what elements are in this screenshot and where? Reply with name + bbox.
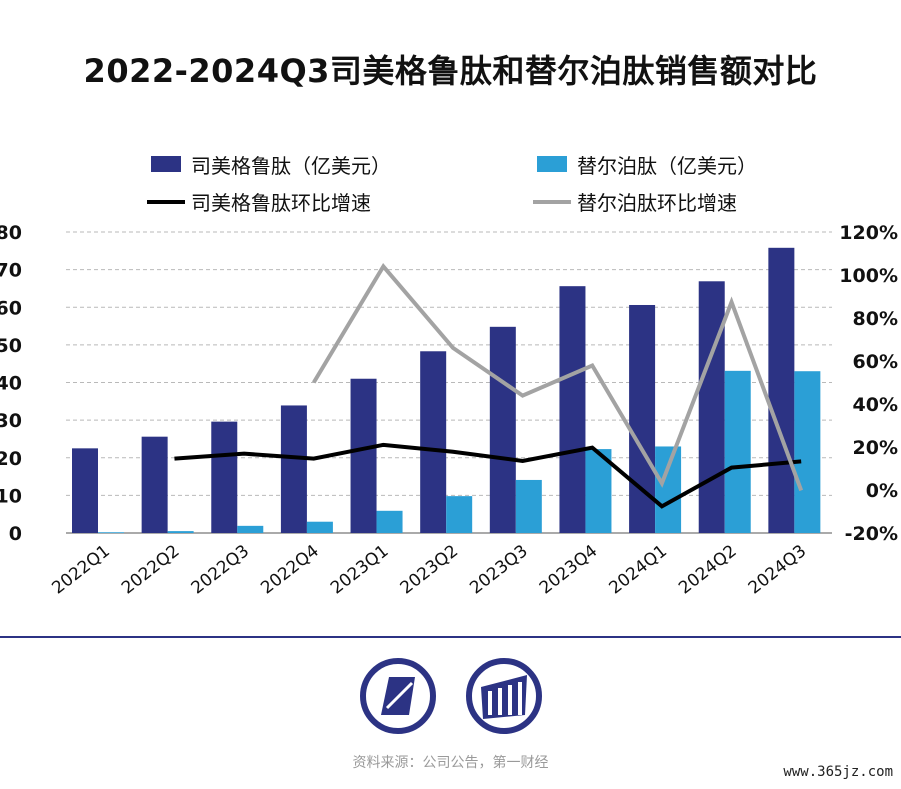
left-tick-label: 20 bbox=[0, 448, 22, 470]
right-tick-label: 0% bbox=[866, 480, 898, 502]
bar-tirzepatide bbox=[98, 532, 124, 534]
bar-tirzepatide bbox=[306, 521, 333, 533]
bar-semaglutide bbox=[559, 286, 586, 533]
x-tick-label: 2024Q3 bbox=[745, 541, 810, 598]
left-tick-label: 0 bbox=[9, 523, 22, 545]
x-tick-label: 2023Q4 bbox=[536, 541, 601, 598]
bar-tirzepatide bbox=[515, 479, 542, 533]
bar-tirzepatide bbox=[794, 371, 821, 533]
x-tick-label: 2023Q1 bbox=[327, 541, 392, 598]
x-tick-label: 2024Q2 bbox=[675, 541, 740, 598]
right-tick-label: -20% bbox=[845, 523, 898, 545]
legend-label: 替尔泊肽（亿美元） bbox=[577, 154, 757, 178]
legend-label: 司美格鲁肽环比增速 bbox=[191, 191, 371, 215]
bar-semaglutide bbox=[211, 421, 238, 533]
bar-semaglutide bbox=[280, 405, 307, 533]
bar-semaglutide bbox=[350, 378, 377, 533]
logo-right-icon bbox=[466, 658, 542, 734]
bar-tirzepatide bbox=[724, 370, 751, 533]
left-tick-label: 60 bbox=[0, 297, 22, 319]
bar-semaglutide bbox=[141, 436, 168, 533]
x-tick-label: 2023Q2 bbox=[397, 541, 462, 598]
logo-left-icon bbox=[360, 658, 436, 734]
x-tick-label: 2022Q1 bbox=[48, 541, 113, 598]
bar-tirzepatide bbox=[237, 525, 264, 533]
legend-swatch bbox=[537, 156, 567, 172]
chart: 0 10 20 30 40 50 60 70 80 -20% 0% 20% 40% 60% 80% 100% 1… bbox=[0, 154, 898, 598]
watermark: www.365jz.com bbox=[783, 764, 893, 780]
bar-tirzepatide bbox=[655, 446, 682, 533]
right-tick-label: 100% bbox=[839, 265, 898, 287]
left-tick-label: 10 bbox=[0, 485, 22, 507]
right-tick-label: 120% bbox=[839, 222, 898, 244]
bar-semaglutide bbox=[420, 351, 447, 533]
source-note: 资料来源：公司公告，第一财经 bbox=[352, 755, 549, 771]
bar-tirzepatide bbox=[446, 496, 473, 533]
bar-tirzepatide bbox=[585, 449, 612, 533]
x-tick-label: 2022Q4 bbox=[257, 541, 322, 598]
x-tick-label: 2024Q1 bbox=[606, 541, 671, 598]
right-tick-label: 60% bbox=[853, 351, 898, 373]
right-tick-label: 80% bbox=[853, 308, 898, 330]
chart-title: 2022-2024Q3司美格鲁肽和替尔泊肽销售额对比 bbox=[83, 52, 818, 90]
legend-label: 替尔泊肽环比增速 bbox=[577, 191, 737, 215]
bar-semaglutide bbox=[698, 281, 725, 533]
left-tick-label: 80 bbox=[0, 222, 22, 244]
bar-semaglutide bbox=[768, 247, 795, 534]
legend-swatch bbox=[151, 156, 181, 172]
bar-semaglutide bbox=[72, 448, 98, 533]
left-tick-label: 70 bbox=[0, 260, 22, 282]
right-tick-label: 40% bbox=[853, 394, 898, 416]
bar-tirzepatide bbox=[167, 531, 194, 533]
x-tick-label: 2023Q3 bbox=[466, 541, 531, 598]
left-tick-label: 40 bbox=[0, 373, 22, 395]
left-tick-label: 50 bbox=[0, 335, 22, 357]
bar-semaglutide bbox=[489, 326, 516, 533]
divider bbox=[0, 636, 901, 638]
x-tick-label: 2022Q2 bbox=[118, 541, 183, 598]
bar-tirzepatide bbox=[376, 510, 403, 533]
left-tick-label: 30 bbox=[0, 410, 22, 432]
x-tick-label: 2022Q3 bbox=[188, 541, 253, 598]
line-tirzepatide-growth bbox=[312, 262, 804, 492]
legend-label: 司美格鲁肽（亿美元） bbox=[191, 154, 391, 178]
line-semaglutide-growth bbox=[174, 442, 802, 509]
right-tick-label: 20% bbox=[853, 437, 898, 459]
